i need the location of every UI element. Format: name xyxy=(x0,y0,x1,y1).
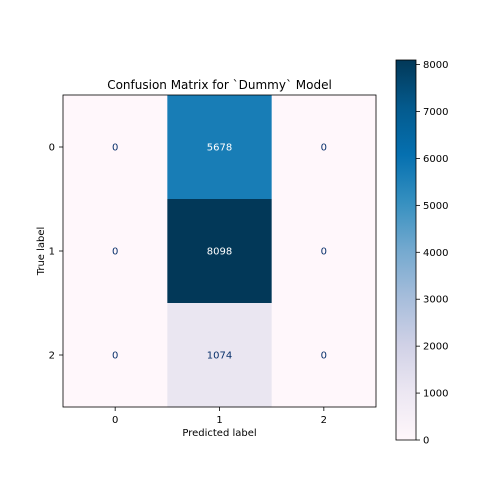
colorbar-tick-label: 4000 xyxy=(423,248,448,259)
matrix-cell xyxy=(271,303,377,408)
matrix-cell xyxy=(63,303,168,408)
colorbar-tick-label: 3000 xyxy=(423,295,448,306)
x-tick-label: 1 xyxy=(216,415,222,426)
cell-labels: 0 5678 0 0 8098 0 0 1074 0 xyxy=(112,143,327,362)
colorbar-tick-label: 6000 xyxy=(423,154,448,165)
chart-title: Confusion Matrix for `Dummy` Model xyxy=(107,78,332,92)
colorbar-tick-label: 5000 xyxy=(423,201,448,212)
cell-value-label: 0 xyxy=(321,351,327,362)
y-axis-label: True label xyxy=(36,227,47,277)
colorbar-tick-label: 7000 xyxy=(423,107,448,118)
colorbar-tick-label: 0 xyxy=(423,436,429,447)
cell-value-label: 5678 xyxy=(207,143,232,154)
y-tick-label: 0 xyxy=(49,143,55,154)
y-axis-ticks: 0 1 2 xyxy=(49,143,63,362)
x-axis-ticks: 0 1 2 xyxy=(112,407,327,426)
matrix-cell xyxy=(167,303,273,408)
matrix-cell xyxy=(271,199,377,304)
matrix-cell xyxy=(167,95,273,200)
cell-value-label: 0 xyxy=(321,143,327,154)
cell-value-label: 8098 xyxy=(207,247,232,258)
cell-value-label: 0 xyxy=(321,247,327,258)
matrix-cell xyxy=(63,199,168,304)
cell-value-label: 0 xyxy=(112,143,118,154)
y-tick-label: 2 xyxy=(49,351,55,362)
colorbar-tick-label: 8000 xyxy=(423,60,448,71)
x-tick-label: 2 xyxy=(321,415,327,426)
colorbar-tick-label: 1000 xyxy=(423,389,448,400)
x-tick-label: 0 xyxy=(112,415,118,426)
matrix-cell xyxy=(63,95,168,200)
y-tick-label: 1 xyxy=(49,247,55,258)
colorbar-frame xyxy=(395,59,417,441)
cell-value-label: 0 xyxy=(112,351,118,362)
matrix-cells xyxy=(63,95,377,408)
matrix-cell xyxy=(167,199,273,304)
matrix-cell xyxy=(271,95,377,200)
colorbar-tick-label: 2000 xyxy=(423,342,448,353)
x-axis-label: Predicted label xyxy=(182,428,256,439)
cell-value-label: 0 xyxy=(112,247,118,258)
cell-value-label: 1074 xyxy=(207,351,232,362)
colorbar xyxy=(396,60,416,440)
colorbar-ticks: 0 1000 2000 3000 4000 5000 6000 7000 8000 xyxy=(416,60,448,447)
